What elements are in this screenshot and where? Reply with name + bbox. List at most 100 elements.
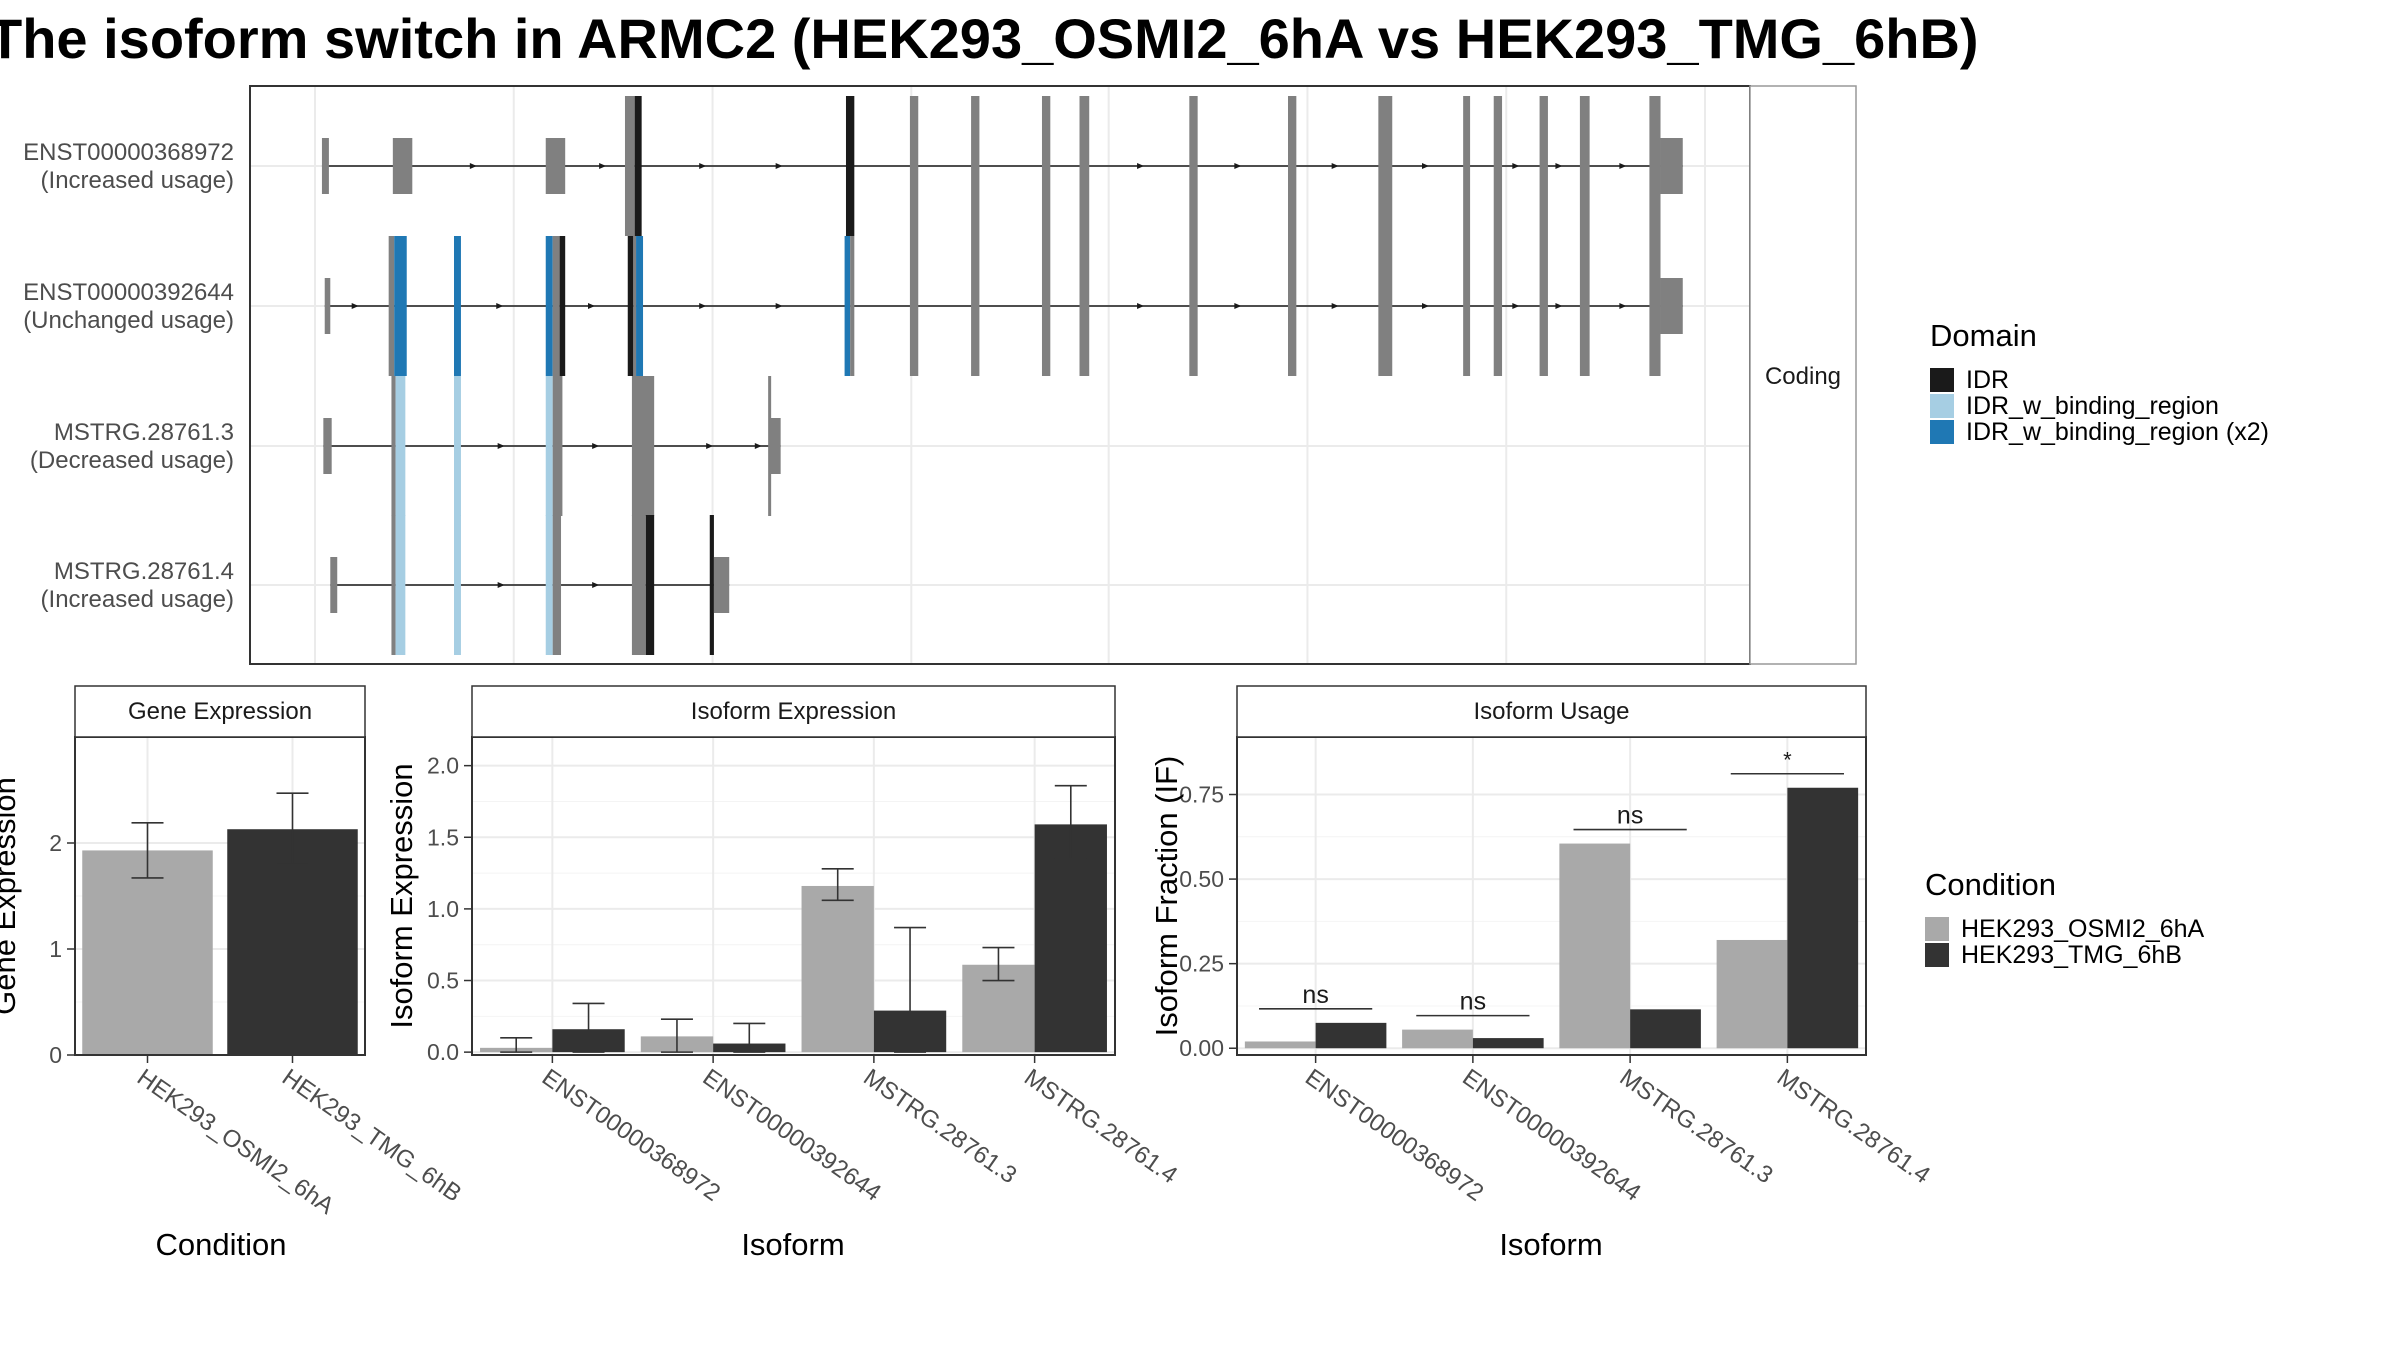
significance-label: ns <box>1460 988 1486 1016</box>
figure-title: The isoform switch in ARMC2 (HEK293_OSMI… <box>0 7 1979 70</box>
exon-block <box>1493 96 1503 236</box>
exon-block <box>1539 236 1548 376</box>
significance-label: ns <box>1617 802 1643 830</box>
domain-legend: Domain IDRIDR_w_binding_regionIDR_w_bind… <box>1930 318 2269 446</box>
exon-block <box>1378 96 1393 236</box>
error-bar <box>1054 784 1087 860</box>
exon-block <box>770 418 781 474</box>
y-tick-label: 1.5 <box>427 824 459 850</box>
direction-arrow <box>706 443 714 449</box>
y-tick-label: 1.0 <box>427 896 459 922</box>
error-bar <box>500 1037 533 1053</box>
transcript-tracks <box>321 96 1683 655</box>
domain-block <box>545 376 553 516</box>
exon-block <box>552 236 560 376</box>
strip-box <box>1749 85 1857 665</box>
domain-block <box>844 236 851 376</box>
exon-block <box>631 376 655 516</box>
bar <box>1244 1041 1316 1049</box>
direction-arrow <box>1619 303 1627 309</box>
error-bar <box>572 1002 605 1053</box>
significance-label: ns <box>1302 981 1328 1009</box>
domain-legend-swatch <box>1930 420 1954 444</box>
y-tick-label: 0 <box>49 1042 62 1068</box>
domain-block <box>395 376 406 516</box>
domain-block <box>634 96 642 236</box>
exon-block <box>909 236 919 376</box>
exon-block <box>631 515 646 655</box>
condition-legend-title: Condition <box>1925 867 2056 902</box>
direction-arrow <box>1512 303 1520 309</box>
transcript-usage-label: (Increased usage) <box>41 586 234 613</box>
error-bar <box>660 1018 693 1053</box>
exon-block <box>1079 96 1090 236</box>
direction-arrow <box>496 303 504 309</box>
exon-block <box>392 138 413 194</box>
direction-arrow <box>1331 163 1339 169</box>
x-axis-title: Isoform <box>741 1227 844 1262</box>
bar <box>1559 843 1631 1049</box>
exon-block <box>545 138 566 194</box>
x-axis-title: Condition <box>156 1227 287 1262</box>
error-bar <box>131 822 164 879</box>
exon-block <box>768 376 772 516</box>
direction-arrow <box>775 163 783 169</box>
bar <box>82 850 213 1055</box>
exon-block <box>391 515 396 655</box>
transcript-id-label: ENST00000368972 <box>23 139 234 166</box>
panel-title: Isoform Usage <box>1473 698 1629 725</box>
domain-block <box>394 236 407 376</box>
direction-arrow <box>1555 163 1563 169</box>
exon-block <box>971 96 980 236</box>
direction-arrow <box>1234 303 1242 309</box>
exon-block <box>1463 236 1471 376</box>
exon-block <box>1378 236 1393 376</box>
panel-title: Gene Expression <box>128 698 312 725</box>
domain-legend-swatch <box>1930 394 1954 418</box>
exon-block <box>323 418 332 474</box>
y-axis-title: Isoform Expression <box>384 763 419 1028</box>
direction-arrow <box>699 303 707 309</box>
direction-arrow <box>588 303 595 309</box>
y-axis-title: Isoform Fraction (IF) <box>1149 756 1184 1037</box>
exon-block <box>388 236 395 376</box>
y-tick-label: 0.0 <box>427 1039 459 1065</box>
transcript-labels: ENST00000368972(Increased usage)ENST0000… <box>23 139 234 613</box>
condition-legend-swatch <box>1925 917 1949 941</box>
transcript-track <box>330 515 730 655</box>
y-tick-label: 0.50 <box>1179 866 1224 892</box>
y-tick-label: 0.75 <box>1179 782 1224 808</box>
direction-arrow <box>1422 163 1429 169</box>
structure-background <box>250 86 1750 664</box>
bar <box>1034 824 1107 1053</box>
domain-legend-item: IDR_w_binding_region (x2) <box>1966 418 2269 446</box>
domain-block <box>627 236 634 376</box>
transcript-track <box>323 376 781 516</box>
domain-block <box>454 515 461 655</box>
direction-arrow <box>1555 303 1563 309</box>
exon-block <box>1288 236 1297 376</box>
x-tick-label: ENST00000368972 <box>537 1064 725 1207</box>
domain-block <box>454 376 461 516</box>
direction-arrow <box>1137 303 1145 309</box>
exon-block <box>321 138 329 194</box>
condition-legend-swatch <box>1925 943 1949 967</box>
exon-block <box>850 236 855 376</box>
direction-arrow <box>599 163 607 169</box>
transcript-id-label: MSTRG.28761.4 <box>54 558 234 585</box>
bar <box>1472 1038 1544 1049</box>
exon-block <box>1660 138 1683 194</box>
error-bar <box>733 1022 766 1053</box>
direction-arrow <box>351 303 359 309</box>
domain-block <box>559 236 566 376</box>
exon-block <box>1189 96 1198 236</box>
y-tick-label: 0.00 <box>1179 1035 1224 1061</box>
transcript-track <box>324 236 1683 376</box>
panel-title: Isoform Expression <box>691 698 896 725</box>
exon-block <box>1649 236 1661 376</box>
exon-block <box>391 376 396 516</box>
exon-block <box>1189 236 1198 376</box>
error-bar <box>821 867 854 902</box>
